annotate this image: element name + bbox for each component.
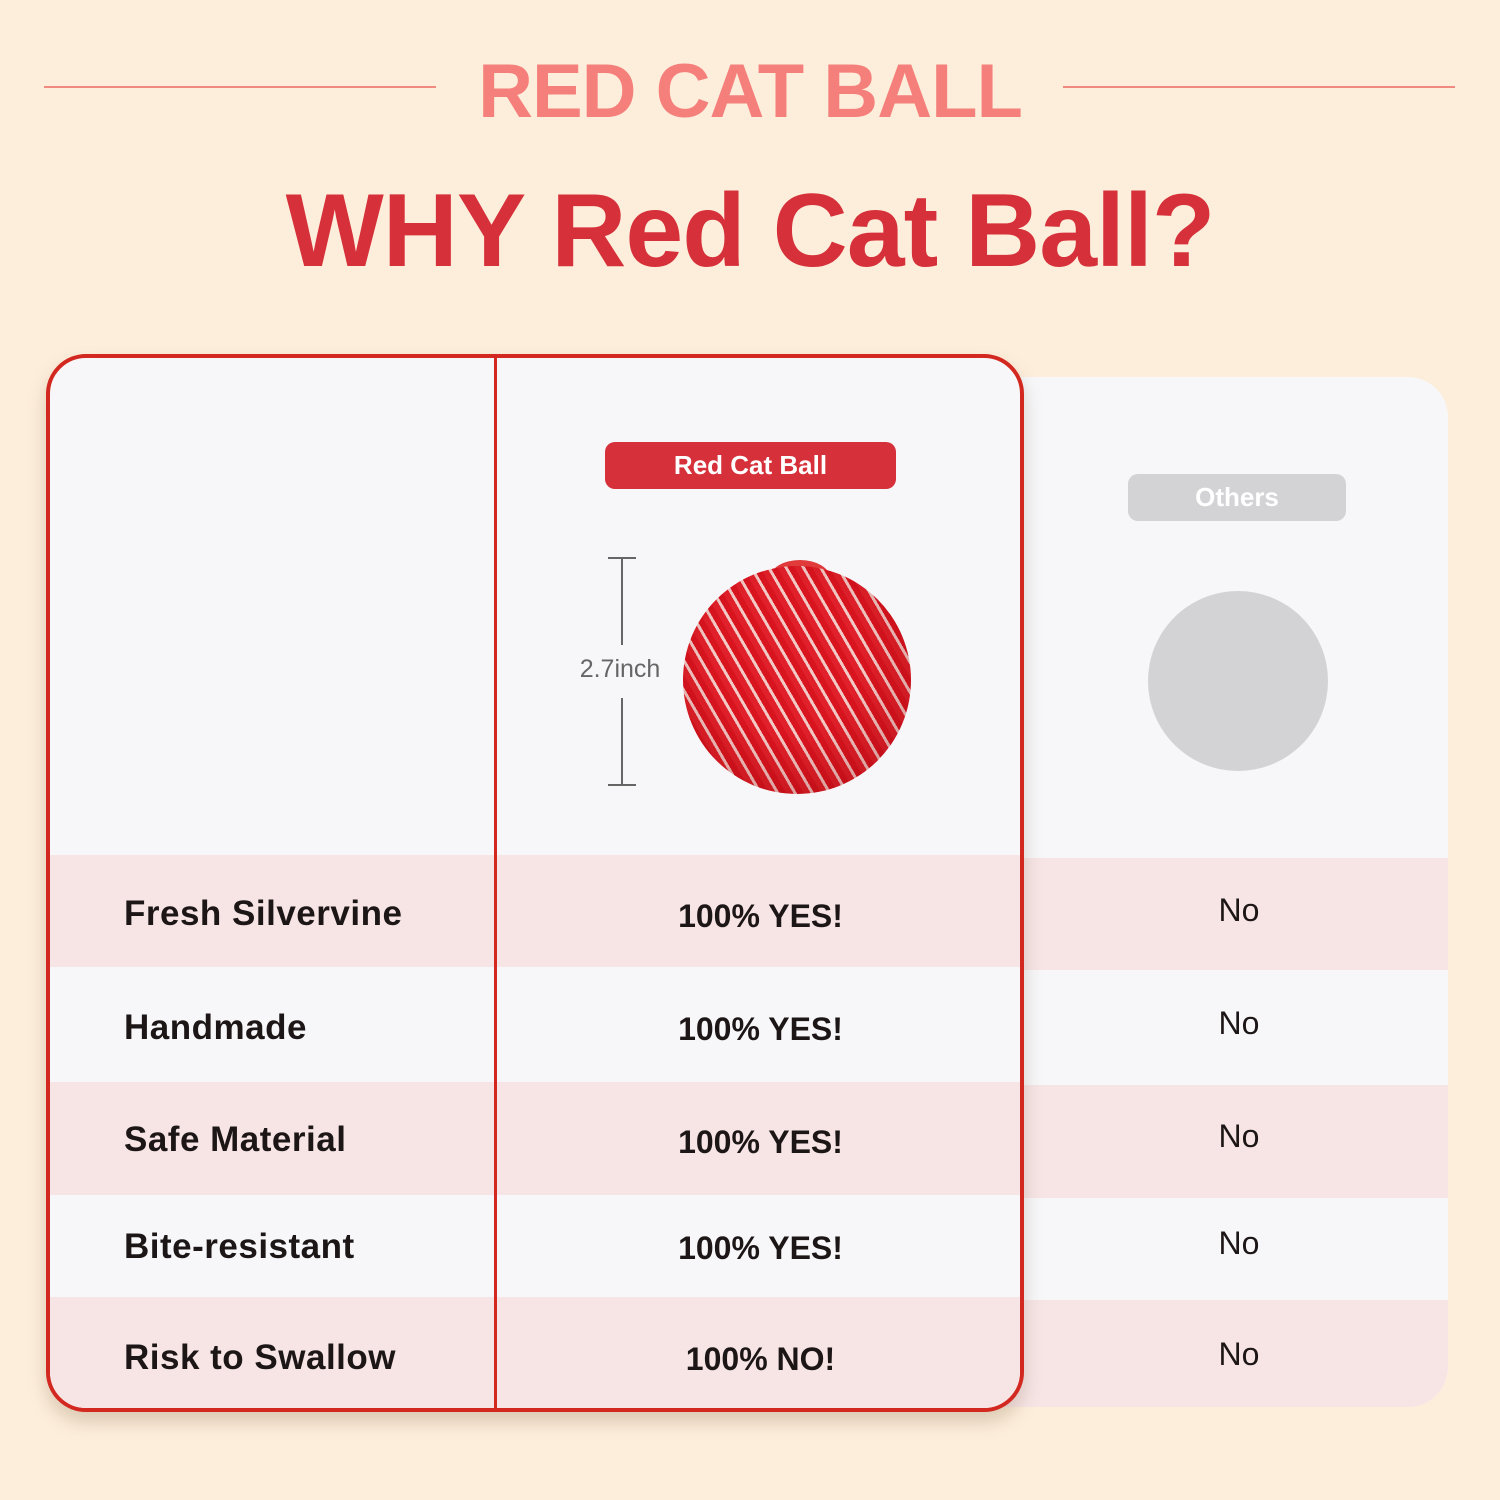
row-band [990,1300,1448,1407]
comparison-card: Red Cat Ball Fresh Silvervine Handmade S… [46,354,1024,1412]
feature-label: Fresh Silvervine [124,894,403,933]
red-cat-ball-value: 100% NO! [685,1341,836,1377]
brand-title: RED CAT BALL [478,49,1023,134]
others-column-card: Others No No No No No [990,377,1448,1407]
row-band [50,1297,1020,1408]
column-divider [494,358,497,1408]
row-band [50,1082,1020,1195]
header-rule-left [44,86,436,88]
others-value: No [1218,1225,1260,1261]
others-value: No [1218,1005,1260,1041]
others-value: No [1218,1336,1260,1372]
feature-label: Handmade [124,1008,307,1047]
feature-label: Risk to Swallow [124,1338,396,1377]
red-cat-ball-value: 100% YES! [678,1230,843,1266]
dimension-line [621,557,623,645]
dimension-tick-bottom [608,784,636,786]
header-rule-right [1063,86,1455,88]
others-value: No [1218,892,1260,928]
size-label: 2.7inch [579,655,661,683]
row-band [50,855,1020,967]
others-label: Others [1128,474,1346,521]
placeholder-ball-icon [1148,591,1328,771]
feature-label: Bite-resistant [124,1227,355,1266]
others-value: No [1218,1118,1260,1154]
row-band [990,1085,1448,1198]
headline: WHY Red Cat Ball? [285,173,1216,289]
red-cat-ball-value: 100% YES! [678,1124,843,1160]
dimension-line [621,698,623,786]
row-band [990,858,1448,970]
feature-label: Safe Material [124,1120,347,1159]
red-cat-ball-value: 100% YES! [678,898,843,934]
red-cat-ball-image [683,566,911,794]
red-cat-ball-label: Red Cat Ball [605,442,896,489]
red-cat-ball-value: 100% YES! [678,1011,843,1047]
